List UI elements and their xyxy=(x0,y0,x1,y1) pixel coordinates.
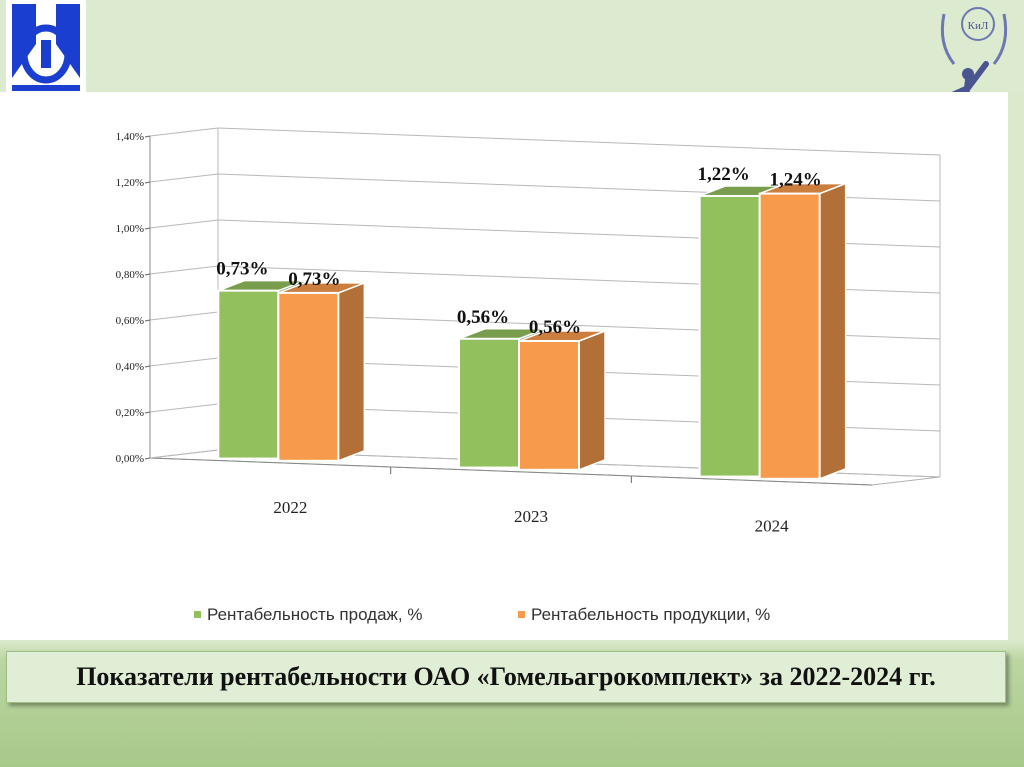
side-gridline xyxy=(149,449,219,459)
y-tick-mark xyxy=(144,273,151,276)
y-tick-mark xyxy=(144,135,151,138)
x-tick-label: 2024 xyxy=(755,516,790,535)
caption-box: Показатели рентабельности ОАО «Гомельагр… xyxy=(6,651,1006,703)
side-gridline xyxy=(149,219,219,229)
data-label: 1,22% xyxy=(698,164,750,185)
gridline xyxy=(217,127,941,156)
bar-front-face xyxy=(458,337,520,469)
legend-item-1: Рентабельность продаж, % xyxy=(194,605,422,624)
y-tick-label: 0,20% xyxy=(116,407,144,419)
header-band xyxy=(0,0,1024,92)
y-tick-mark xyxy=(144,181,151,184)
y-tick-label: 0,80% xyxy=(116,269,144,281)
y-tick-label: 0,40% xyxy=(116,361,144,373)
data-label: 0,73% xyxy=(216,259,268,280)
y-tick-mark xyxy=(144,457,151,460)
bar-side-face xyxy=(578,329,606,471)
bar-2023-series-2 xyxy=(518,329,606,471)
bar-2022-series-2 xyxy=(277,281,366,462)
chart-panel: 0,00% 0,20% 0,40% 0,60% 0,80% 1,00% 1,20% 1,40%… xyxy=(0,92,1008,640)
svg-text:КиЛ: КиЛ xyxy=(968,20,989,32)
data-label: 0,56% xyxy=(529,317,581,338)
bar-front-face xyxy=(518,340,580,471)
bar-chart: 0,00% 0,20% 0,40% 0,60% 0,80% 1,00% 1,20% 1,40%… xyxy=(116,127,941,624)
legend-swatch xyxy=(518,611,525,618)
y-tick-mark xyxy=(144,227,151,230)
chart-caption: Показатели рентабельности ОАО «Гомельагр… xyxy=(76,662,936,691)
bar-front-face xyxy=(758,192,821,480)
bar-front-face xyxy=(277,291,340,462)
legend-swatch xyxy=(194,611,201,618)
data-label: 1,24% xyxy=(770,170,822,191)
bar-side-face xyxy=(818,182,847,480)
y-tick-label: 0,60% xyxy=(116,315,144,327)
x-tick-label: 2023 xyxy=(514,507,548,526)
bar-2024-series-2 xyxy=(758,182,847,480)
bar-front-face xyxy=(698,194,761,478)
side-gridline xyxy=(149,311,219,321)
side-gridline xyxy=(149,265,219,275)
y-tick-mark xyxy=(144,365,151,368)
bar-front-face xyxy=(217,289,280,460)
data-label: 0,73% xyxy=(288,269,340,290)
data-label: 0,56% xyxy=(457,307,509,328)
x-axis-line xyxy=(149,457,873,486)
y-tick-mark xyxy=(144,319,151,322)
y-tick-mark xyxy=(144,411,151,414)
side-gridline xyxy=(149,403,219,413)
side-gridline xyxy=(149,127,219,137)
side-gridline xyxy=(149,173,219,183)
emblem-logo-icon xyxy=(6,0,86,92)
y-tick-label: 1,20% xyxy=(116,177,144,189)
legend-item-2: Рентабельность продукции, % xyxy=(518,605,770,624)
legend-label: Рентабельность продукции, % xyxy=(531,605,770,624)
y-tick-label: 1,00% xyxy=(116,223,144,235)
bar-side-face xyxy=(337,281,366,462)
legend-label: Рентабельность продаж, % xyxy=(207,605,422,624)
x-tick-label: 2022 xyxy=(273,498,307,517)
y-tick-label: 0,00% xyxy=(116,453,144,465)
side-gridline xyxy=(149,357,219,367)
y-tick-label: 1,40% xyxy=(116,131,144,143)
